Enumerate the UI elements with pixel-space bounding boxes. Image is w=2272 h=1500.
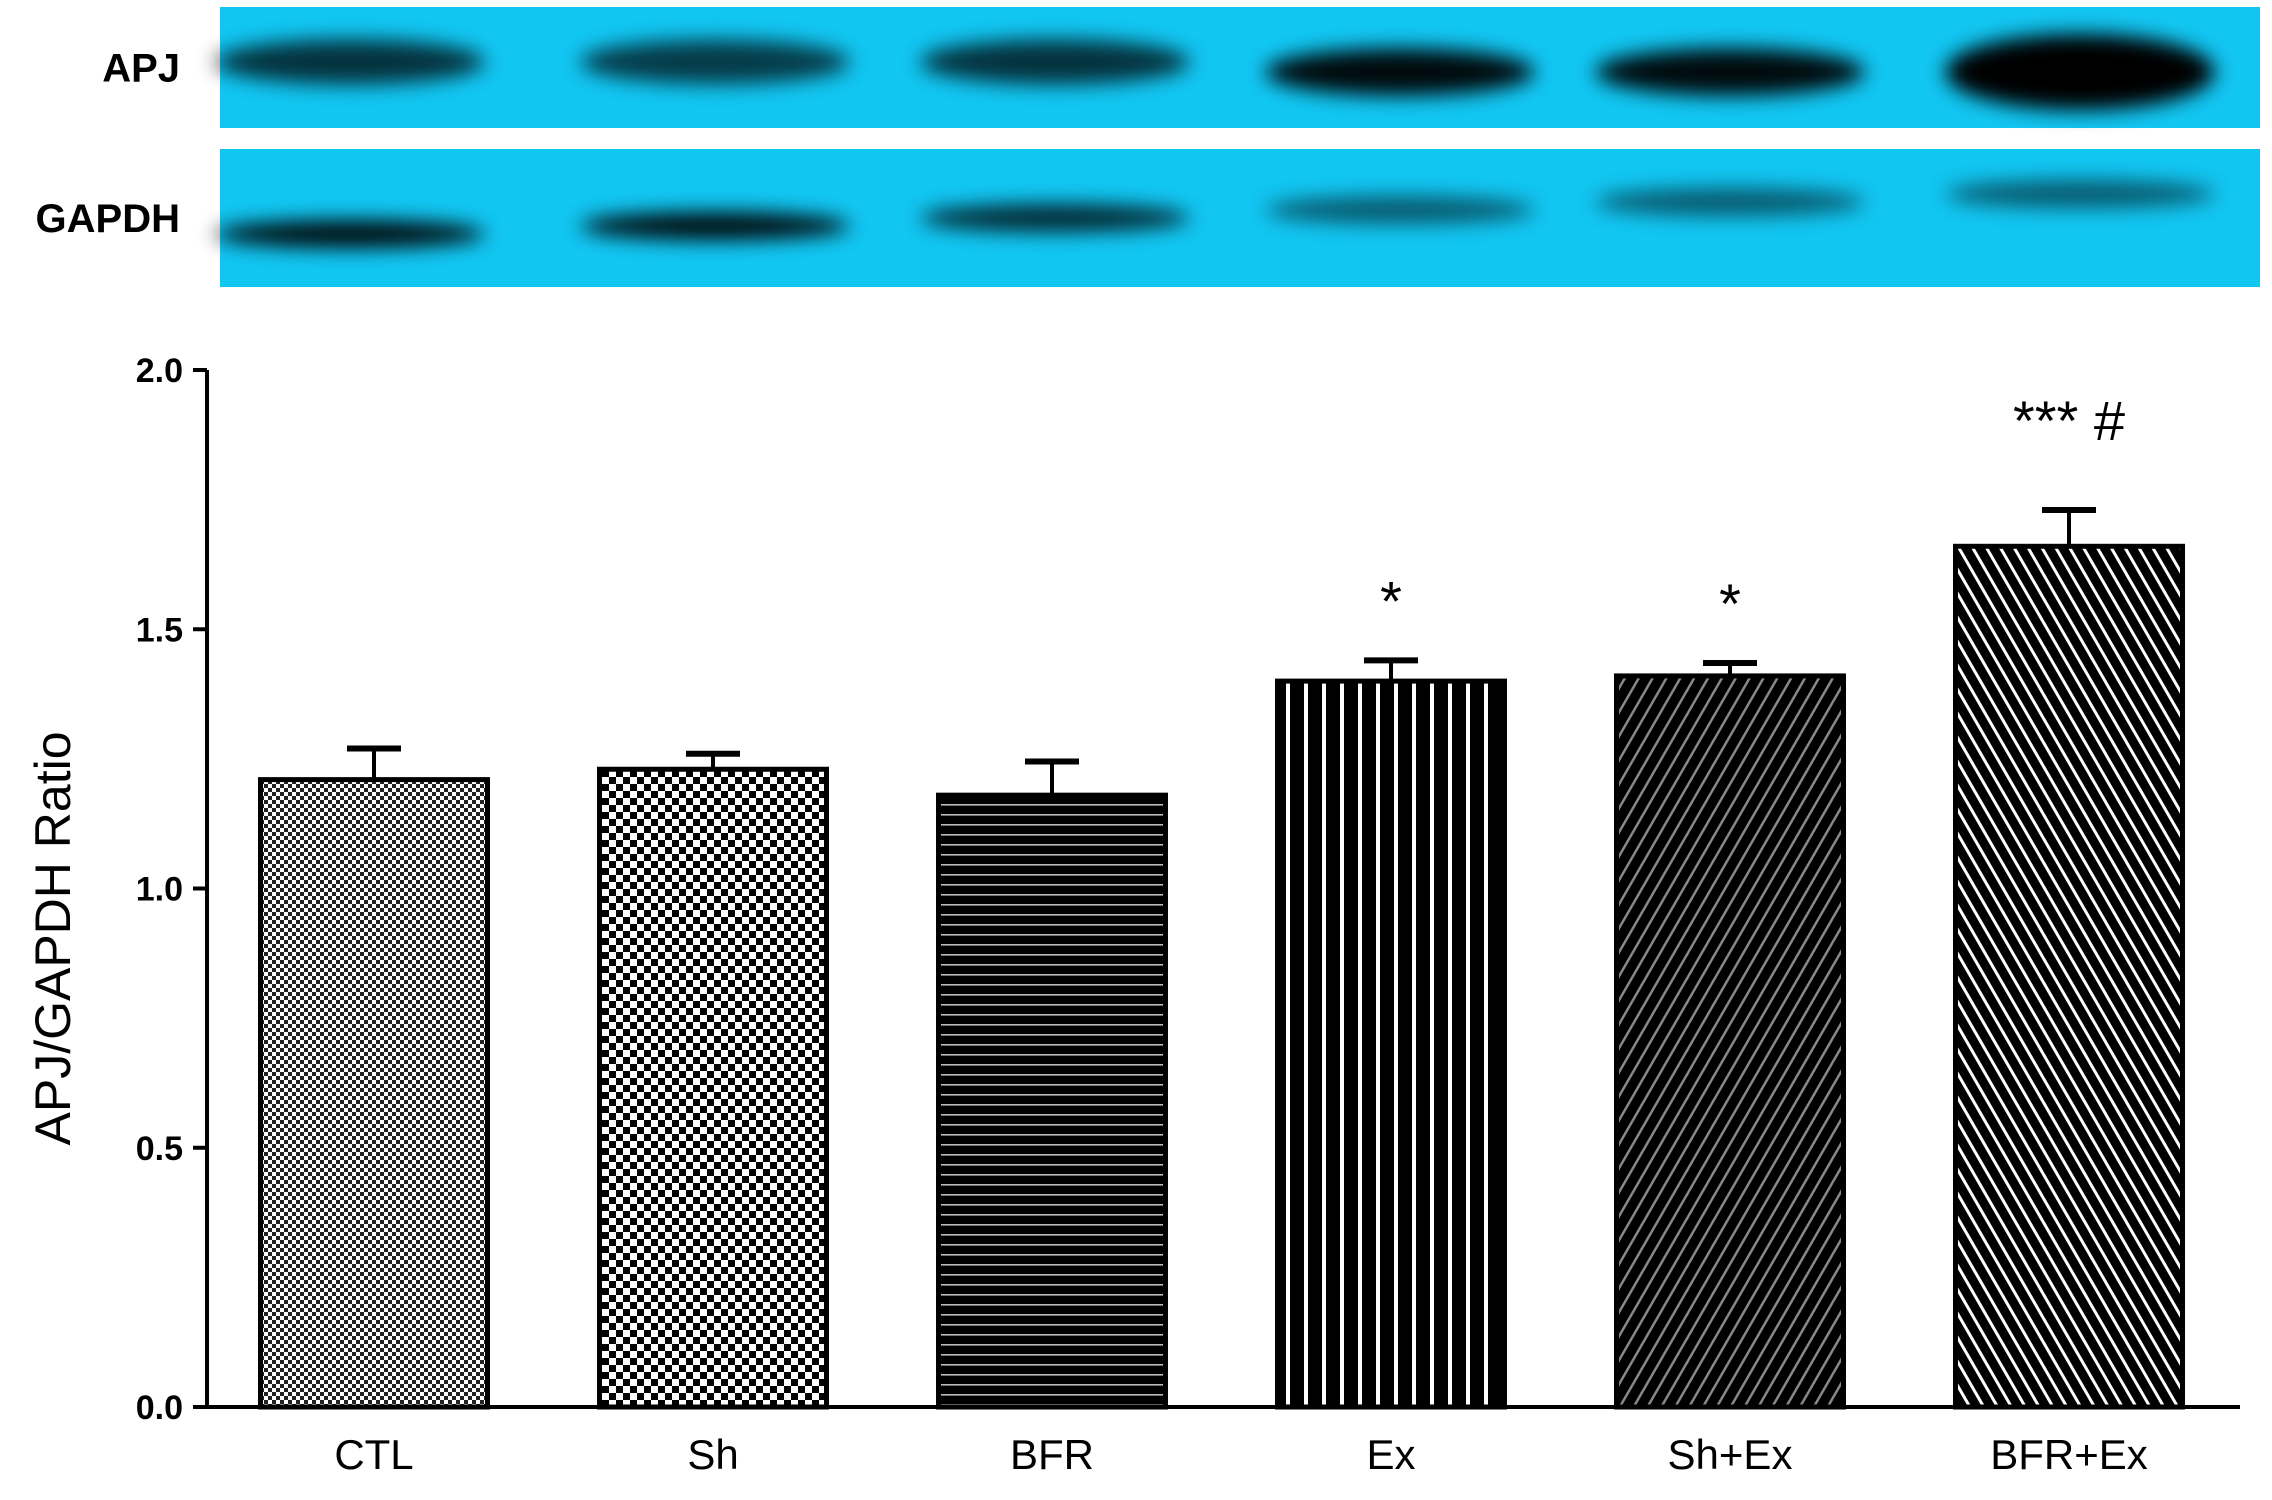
y-tick-label: 2.0 bbox=[136, 352, 183, 390]
bar-bfr bbox=[936, 792, 1168, 1410]
blot-band bbox=[920, 39, 1190, 85]
bar-ctl bbox=[258, 777, 490, 1410]
x-tick-label: Ex bbox=[1366, 1431, 1415, 1478]
y-axis-label: APJ/GAPDH Ratio bbox=[25, 731, 81, 1145]
blot-band bbox=[580, 39, 850, 85]
x-tick-label: BFR bbox=[1010, 1431, 1094, 1478]
blot-band bbox=[920, 204, 1190, 232]
blot-band bbox=[1265, 196, 1535, 224]
blot-band bbox=[215, 220, 485, 248]
y-tick-label: 1.0 bbox=[136, 871, 183, 909]
x-tick-label: CTL bbox=[334, 1431, 413, 1478]
significance-marker: * bbox=[1719, 572, 1741, 635]
bar-bfr-ex bbox=[1953, 543, 2185, 1410]
blot-panel-apj bbox=[220, 7, 2260, 128]
blot-band bbox=[580, 212, 850, 240]
blot-band bbox=[1945, 34, 2215, 110]
blot-band bbox=[1265, 48, 1535, 96]
blot-band bbox=[1595, 188, 1865, 216]
x-tick-label: Sh+Ex bbox=[1668, 1431, 1793, 1478]
bar-ex bbox=[1275, 678, 1507, 1410]
y-tick-label: 0.0 bbox=[136, 1389, 183, 1427]
blot-label: GAPDH bbox=[36, 197, 180, 241]
bar-chart: 0.0 0.5 1.0 1.5 2.0 APJ/GAPDH Ratio CTL Sh BFR Ex… bbox=[25, 352, 2240, 1478]
x-tick-label: BFR+Ex bbox=[1990, 1431, 2148, 1478]
y-tick-label: 1.5 bbox=[136, 611, 183, 649]
western-blot: APJ GAPDH bbox=[36, 7, 2260, 287]
bar-sh-ex bbox=[1614, 673, 1846, 1410]
significance-marker: * bbox=[1380, 569, 1402, 632]
blot-label: APJ bbox=[102, 47, 180, 91]
blot-band bbox=[1595, 48, 1865, 96]
blot-panel-gapdh bbox=[220, 149, 2260, 287]
bar-sh bbox=[597, 766, 829, 1410]
y-tick-label: 0.5 bbox=[136, 1130, 183, 1168]
x-tick-label: Sh bbox=[687, 1431, 738, 1478]
blot-band bbox=[1945, 180, 2215, 208]
blot-band bbox=[215, 39, 485, 85]
significance-marker: *** # bbox=[2013, 389, 2125, 452]
